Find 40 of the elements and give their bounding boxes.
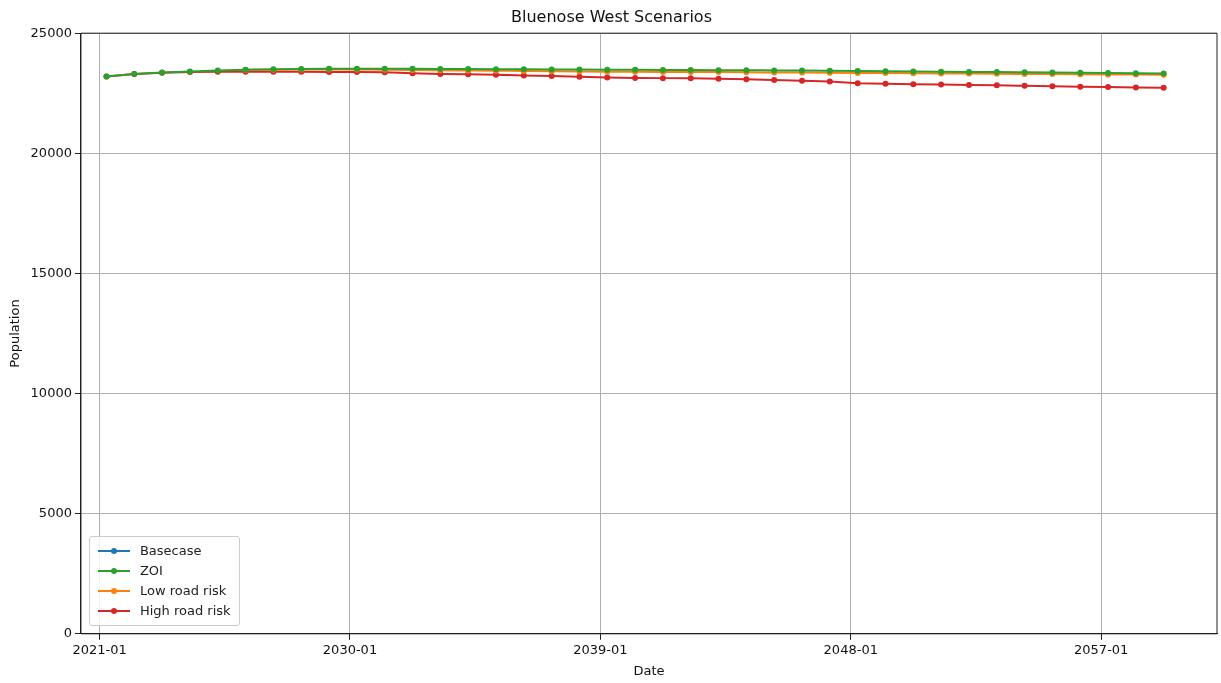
point — [1105, 84, 1112, 91]
x-tick-label: 2030-01 — [322, 641, 378, 657]
point — [965, 82, 972, 89]
point — [576, 73, 583, 80]
point — [1021, 82, 1028, 89]
point — [910, 81, 917, 88]
point — [854, 80, 861, 87]
legend-label: Low road risk — [139, 583, 227, 599]
y-axis-title: Population — [7, 299, 23, 368]
chart-title: Bluenose West Scenarios — [511, 6, 712, 26]
point — [715, 75, 722, 82]
point — [1077, 83, 1084, 90]
point — [826, 78, 833, 85]
point — [632, 74, 639, 81]
y-tick-label: 20000 — [30, 144, 72, 160]
y-tick-label: 5000 — [38, 505, 72, 521]
legend-label: ZOI — [139, 563, 163, 579]
x-tick-label: 2048-01 — [823, 641, 878, 657]
point — [604, 74, 611, 81]
x-tick-label: 2039-01 — [573, 641, 628, 657]
x-tick-label: 2021-01 — [72, 641, 127, 657]
point — [743, 76, 750, 83]
legend-label: Basecase — [139, 543, 202, 559]
point — [799, 77, 806, 84]
y-tick-label: 10000 — [30, 384, 72, 400]
point — [1132, 84, 1139, 91]
point — [882, 80, 889, 87]
point — [1160, 84, 1167, 91]
point — [938, 81, 945, 88]
y-tick-label: 0 — [63, 625, 72, 641]
point — [993, 82, 1000, 89]
x-tick-label: 2057-01 — [1074, 641, 1129, 657]
point — [687, 75, 694, 82]
point — [1049, 83, 1056, 90]
point — [659, 75, 666, 82]
x-axis-title: Date — [633, 662, 665, 678]
point — [771, 77, 778, 84]
y-tick-label: 15000 — [30, 264, 72, 280]
y-tick-label: 25000 — [30, 24, 72, 40]
legend-label: High road risk — [139, 603, 231, 619]
